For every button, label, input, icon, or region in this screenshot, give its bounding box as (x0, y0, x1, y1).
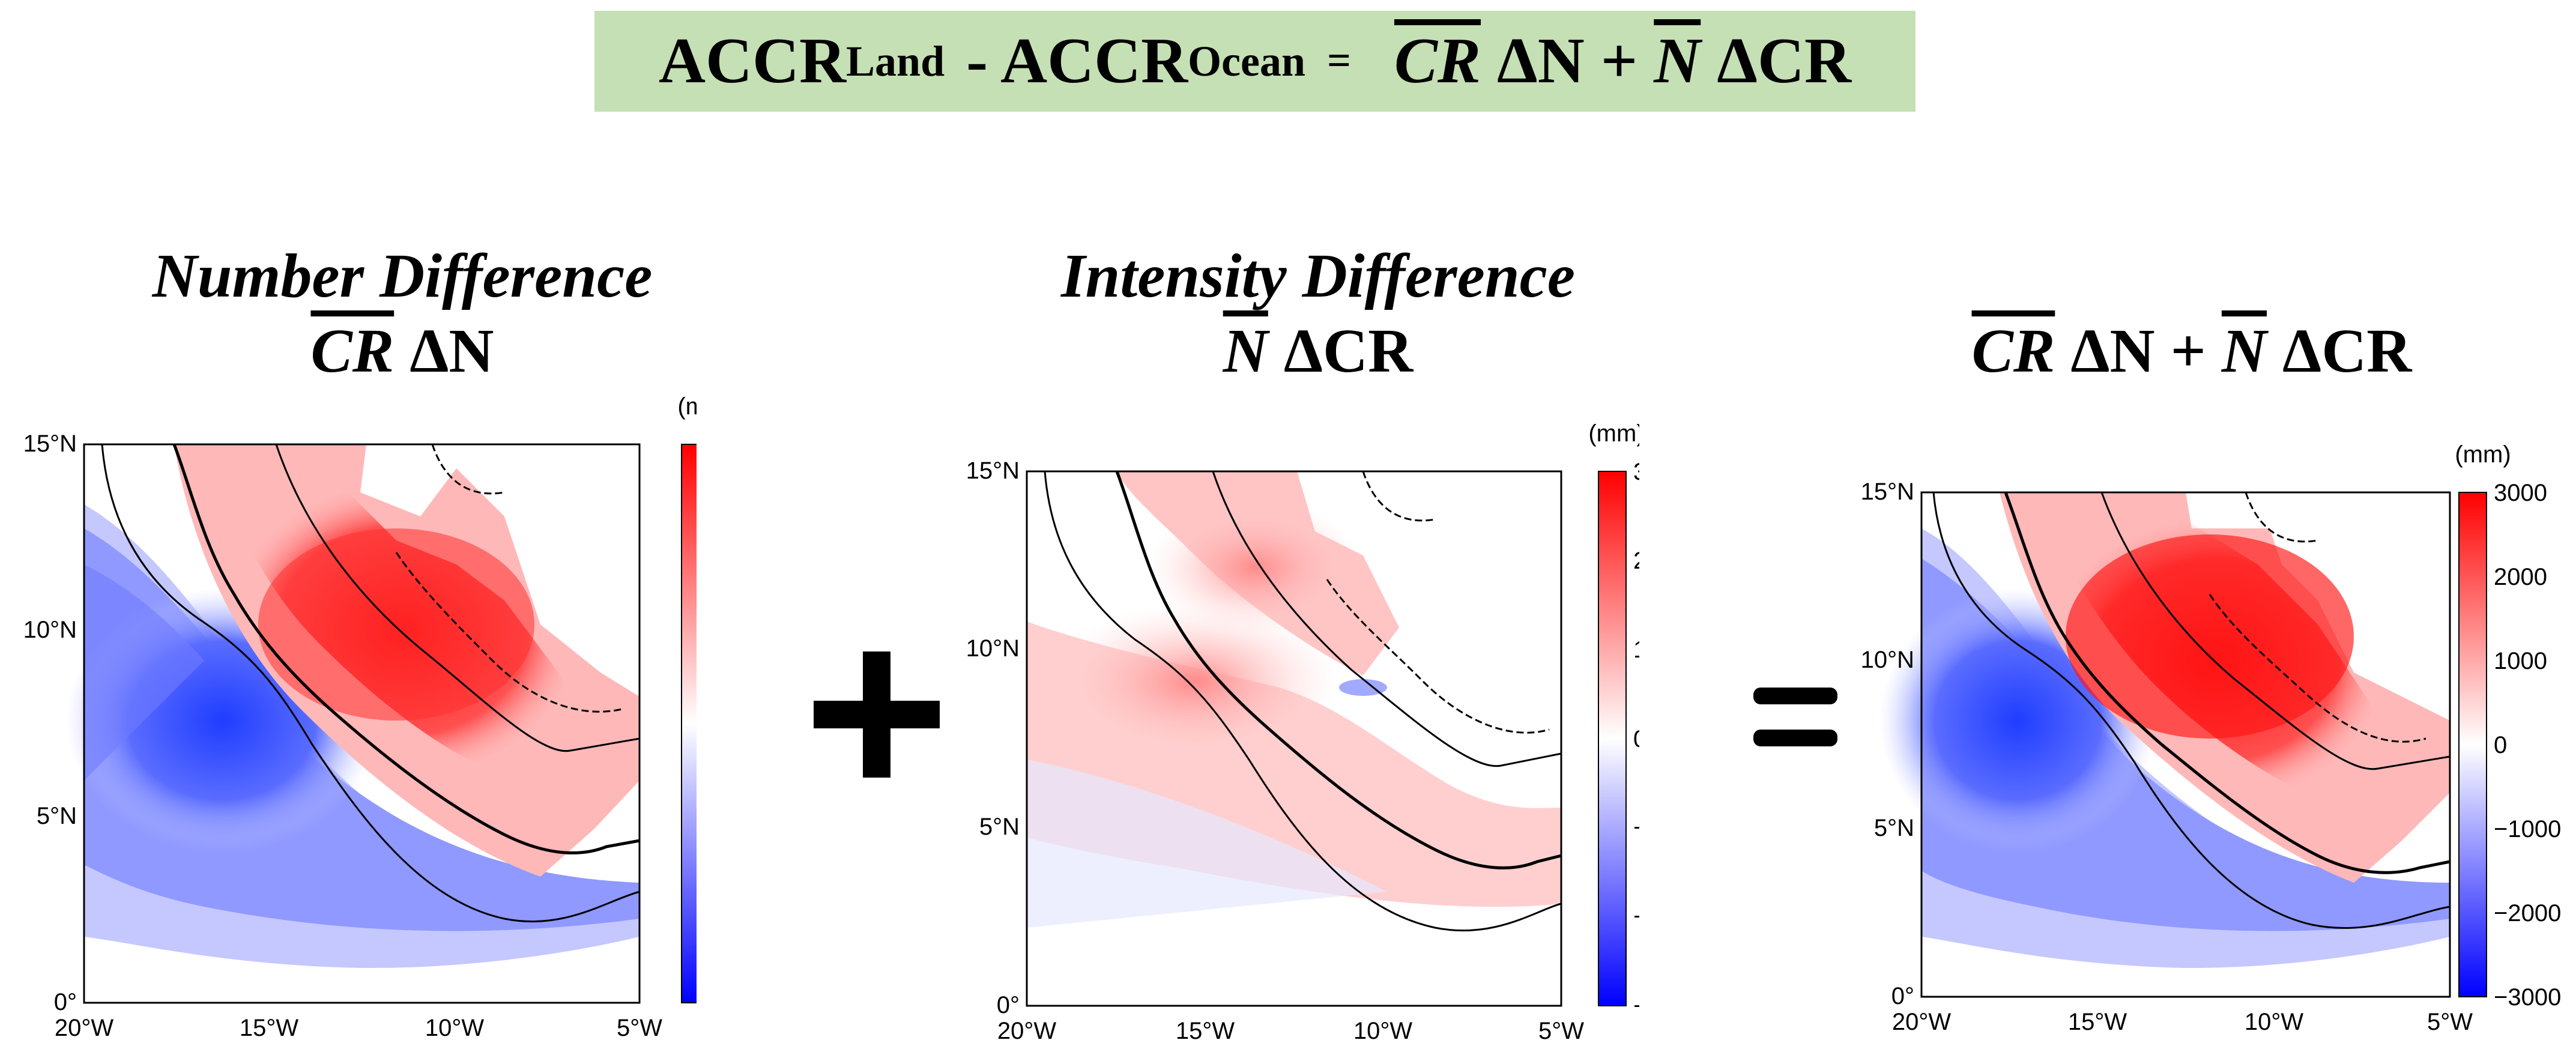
svg-text:20°W: 20°W (55, 1015, 113, 1041)
map-1-x-ticks: 20°W 15°W 10°W 5°W (55, 1015, 662, 1041)
equals-operator (1753, 688, 1837, 746)
svg-text:20°W: 20°W (997, 1018, 1056, 1043)
svg-text:1000: 1000 (1633, 636, 1639, 663)
svg-text:10°W: 10°W (1353, 1018, 1412, 1043)
svg-text:15°W: 15°W (240, 1015, 298, 1041)
svg-text:−3000: −3000 (1633, 993, 1639, 1020)
svg-text:5°W: 5°W (1538, 1018, 1584, 1043)
equation-banner: ACCR Land - ACCR Ocean = CR ΔN + N ΔCR (594, 11, 1915, 112)
svg-text:3000: 3000 (2494, 480, 2547, 506)
svg-text:(mm): (mm) (2455, 441, 2511, 468)
map-2-y-ticks: 0° 5°N 10°N 15°N (966, 458, 1020, 1018)
delta-cr: ΔCR (1717, 25, 1851, 97)
map-3-x-ticks: 20°W 15°W 10°W 5°W (1892, 1009, 2473, 1035)
panel-2-title: Intensity Difference N ΔCR (973, 240, 1663, 390)
svg-text:−1000: −1000 (1633, 815, 1639, 841)
svg-text:20°W: 20°W (1892, 1009, 1951, 1035)
svg-text:−2000: −2000 (2494, 900, 2561, 927)
svg-text:−2000: −2000 (1633, 904, 1639, 930)
svg-text:0°: 0° (54, 989, 77, 1015)
svg-text:2000: 2000 (1633, 548, 1639, 574)
panel-3-title: CR ΔN + N ΔCR (1891, 312, 2492, 390)
panel-2-heading: Intensity Difference (1061, 241, 1575, 310)
svg-text:10°N: 10°N (1861, 647, 1914, 673)
land-subscript: Land (846, 37, 945, 85)
svg-text:15°N: 15°N (1861, 479, 1914, 505)
svg-text:10°W: 10°W (2245, 1009, 2303, 1035)
svg-text:0°: 0° (997, 992, 1020, 1018)
svg-text:(mm): (mm) (1588, 420, 1639, 447)
svg-text:10°W: 10°W (425, 1015, 484, 1041)
svg-text:0: 0 (2494, 732, 2507, 758)
map-1-colorbar: (mm) 3000 2000 1000 0 −1000 −2000 −3000 (677, 393, 697, 1003)
map-2-x-ticks: 20°W 15°W 10°W 5°W (997, 1018, 1584, 1043)
svg-text:(mm): (mm) (677, 393, 697, 420)
panel-3-formula: CR ΔN + N ΔCR (1971, 316, 2412, 385)
map-2-colorbar: (mm) 3000 2000 1000 0 −1000 −2000 −3000 (1588, 420, 1639, 1020)
plus-operator (814, 651, 940, 778)
map-1-y-ticks: 0° 5°N 10°N 15°N (23, 431, 77, 1015)
svg-text:5°W: 5°W (2427, 1009, 2473, 1035)
svg-text:5°N: 5°N (979, 814, 1020, 840)
svg-text:2000: 2000 (2494, 564, 2547, 590)
svg-text:0°: 0° (1891, 983, 1914, 1009)
map-3-colorbar: (mm) 3000 2000 1000 0 −1000 −2000 −3000 (2455, 441, 2561, 1011)
delta-n-plus: ΔN + (1497, 25, 1638, 97)
svg-text:0: 0 (1633, 726, 1639, 752)
svg-text:15°N: 15°N (23, 431, 77, 457)
svg-text:−3000: −3000 (2494, 984, 2561, 1011)
panel-1-heading: Number Difference (152, 241, 653, 310)
svg-text:15°W: 15°W (1176, 1018, 1235, 1043)
panel-2-formula: N ΔCR (1223, 316, 1413, 385)
svg-text:5°N: 5°N (37, 803, 77, 829)
equals-sign: = (1327, 38, 1351, 84)
minus-accr-text: - ACCR (966, 25, 1188, 97)
accr-text: ACCR (659, 25, 846, 97)
panel-1-formula: CR ΔN (310, 316, 494, 385)
panel-1-title: Number Difference CR ΔN (60, 240, 745, 390)
map-total-difference: 20°W 15°W 10°W 5°W 0° 5°N 10°N 15°N (mm)… (1861, 441, 2562, 1035)
svg-text:5°N: 5°N (1874, 815, 1914, 841)
ocean-subscript: Ocean (1188, 37, 1306, 85)
accr-equation: ACCR Land - ACCR Ocean = CR ΔN + N ΔCR (594, 11, 1915, 112)
map-number-difference: 20°W 15°W 10°W 5°W 0° 5°N 10°N 15°N (mm)… (23, 393, 697, 1041)
cr-bar: CR (1394, 25, 1481, 97)
svg-text:10°N: 10°N (23, 617, 77, 643)
svg-text:5°W: 5°W (617, 1015, 662, 1041)
svg-text:15°W: 15°W (2068, 1009, 2127, 1035)
svg-text:−1000: −1000 (2494, 816, 2561, 842)
svg-text:1000: 1000 (2494, 648, 2547, 674)
svg-text:10°N: 10°N (966, 635, 1020, 662)
svg-text:15°N: 15°N (966, 458, 1020, 484)
map-intensity-difference: 20°W 15°W 10°W 5°W 0° 5°N 10°N 15°N (mm)… (966, 420, 1639, 1043)
svg-text:3000: 3000 (1633, 459, 1639, 485)
n-bar: N (1654, 25, 1701, 97)
map-3-y-ticks: 0° 5°N 10°N 15°N (1861, 479, 1914, 1009)
